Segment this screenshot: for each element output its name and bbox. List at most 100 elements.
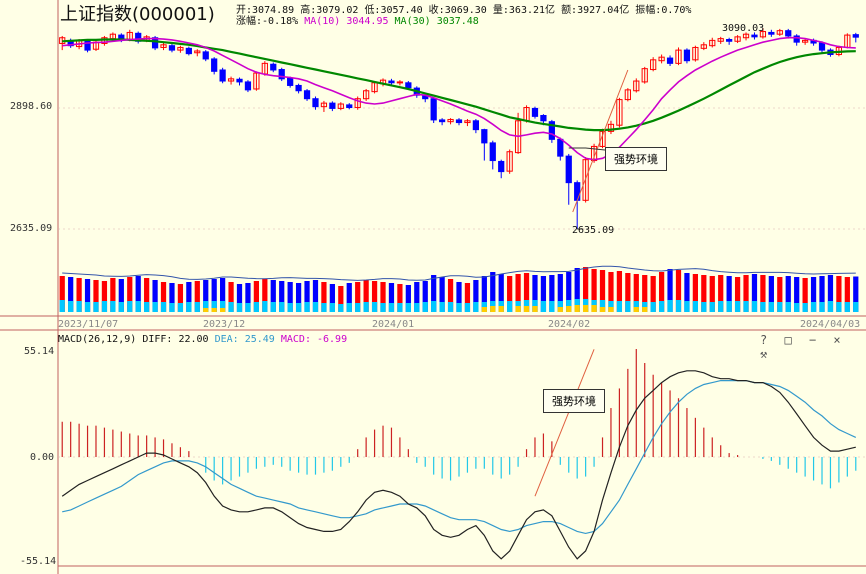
volume-sub-bar (397, 303, 403, 312)
volume-bar (312, 280, 319, 312)
candle-up (194, 50, 201, 54)
open-value: 3074.89 (252, 5, 295, 16)
volume-sub-bar (633, 307, 639, 312)
candle-up (607, 123, 615, 132)
volume-bar (481, 276, 487, 312)
volume-bar (599, 270, 606, 312)
volume-bar (211, 279, 217, 312)
amount-label: 额: (561, 5, 578, 16)
candle-up (177, 46, 184, 51)
candle-up (363, 90, 370, 100)
volume-sub-bar (59, 300, 65, 312)
restore-icon[interactable]: □ (784, 333, 792, 347)
candle-down (574, 182, 581, 201)
volume-sub-bar (566, 306, 572, 312)
candle-up (582, 159, 589, 201)
volume-bar (220, 278, 226, 312)
help-icon[interactable]: ? (760, 333, 768, 347)
volume-sub-bar (236, 303, 243, 312)
volume-bar (135, 276, 141, 312)
volume-bar (642, 275, 648, 312)
candle-down (303, 90, 311, 100)
volume-value: 363.21亿 (508, 5, 556, 16)
candle-down (666, 57, 674, 64)
volume-bar (760, 275, 766, 312)
volume-sub-bar (802, 303, 808, 312)
candle-up (700, 44, 707, 49)
volume-sub-bar (101, 301, 108, 312)
minimize-icon[interactable]: − (808, 333, 817, 347)
volume-sub-bar (186, 302, 192, 312)
amount-value: 3927.04亿 (577, 5, 630, 16)
candle-down (852, 34, 859, 38)
close-icon[interactable]: × (833, 333, 841, 347)
volume-bar (388, 283, 395, 312)
dea-line (62, 380, 857, 535)
volume-sub-bar (211, 308, 217, 312)
volume-sub-bar (110, 301, 116, 312)
volume-sub-bar (371, 302, 378, 312)
candle-up (506, 151, 513, 172)
candle-down (185, 47, 192, 55)
volume-sub-bar (709, 302, 715, 312)
candle-up (447, 118, 454, 123)
volume-sub-bar (464, 303, 471, 312)
volume-sub-bar (608, 301, 614, 312)
volume-sub-bar (160, 302, 167, 312)
volume-bar (321, 282, 327, 312)
volume-sub-bar (287, 303, 293, 312)
wrench-icon[interactable]: ⚒ (760, 347, 768, 361)
candle-down (557, 138, 564, 157)
x-tick-2: 2024/01 (372, 319, 415, 330)
macd-readout: MACD(26,12,9) DIFF: 22.00 DEA: 25.49 MAC… (58, 334, 347, 345)
volume-sub-bar (118, 302, 124, 312)
volume-bar (397, 284, 403, 312)
volume-sub-bar (220, 301, 226, 312)
volume-sub-bar (135, 301, 141, 312)
volume-sub-bar (439, 302, 445, 312)
volume-sub-bar (599, 300, 606, 312)
high-label: 高: (300, 5, 317, 16)
volume-bar (650, 276, 656, 312)
volume-sub-bar (245, 303, 251, 312)
volume-sub-bar (456, 303, 462, 312)
volume-bar (110, 278, 116, 312)
volume-bar (144, 278, 150, 312)
volume-bar (236, 284, 243, 312)
volume-sub-bar (329, 303, 335, 312)
volume-sub-bar (507, 301, 513, 312)
candle-up (633, 80, 640, 92)
volume-bar (414, 282, 420, 312)
candle-up (514, 120, 522, 154)
volume-sub-bar (650, 302, 656, 312)
volume-sub-bar (228, 302, 234, 312)
candle-down (818, 42, 826, 51)
volume-bar (371, 281, 378, 312)
price-annotation-box: 强势环境 (605, 147, 667, 171)
volume-sub-bar (431, 301, 437, 312)
volume-bar (76, 278, 82, 312)
volume-sub-bar (642, 307, 648, 312)
volume-sub-bar (295, 303, 302, 312)
candle-up (641, 68, 648, 83)
low-value: 3057.40 (380, 5, 423, 16)
volume-bar (287, 282, 293, 312)
volume-bar (464, 283, 471, 312)
volume-bar (768, 276, 774, 312)
volume-bar (701, 275, 707, 312)
volume-bar (355, 282, 361, 312)
volume-sub-bar (616, 301, 623, 312)
candle-down (793, 35, 800, 43)
candle-down (548, 121, 555, 140)
x-tick-3: 2024/02 (548, 319, 591, 330)
volume-sub-bar (540, 301, 547, 312)
candle-down (270, 63, 277, 71)
volume-sub-bar (473, 302, 479, 312)
candle-down (211, 58, 218, 72)
volume-sub-bar (658, 301, 665, 312)
dif-line (61, 370, 856, 560)
candle-up (253, 72, 260, 90)
volume-sub-bar (599, 307, 606, 312)
